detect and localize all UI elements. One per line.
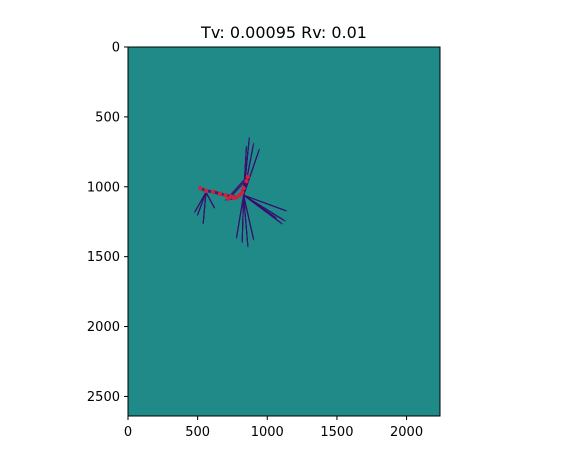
x-tick-label: 1000 — [251, 425, 284, 440]
x-tick-label: 0 — [124, 425, 132, 440]
marker-point — [203, 188, 209, 194]
marker-point — [245, 174, 250, 180]
x-tick-label: 500 — [185, 425, 210, 440]
trajectory-line — [235, 195, 245, 239]
trajectory-line — [202, 192, 207, 225]
trajectory-line — [205, 192, 216, 209]
trajectory-line — [196, 192, 207, 216]
marker-point — [231, 195, 237, 201]
marker-point — [226, 196, 231, 201]
trajectory-line — [193, 192, 207, 213]
y-axis: 0 500 1000 1500 2000 2500 — [87, 41, 128, 405]
trajectory-line — [243, 194, 288, 212]
y-tick-label: 500 — [95, 110, 120, 125]
trajectory-line — [243, 195, 249, 248]
marker-layer — [198, 174, 250, 201]
marker-point — [237, 192, 242, 198]
y-tick-label: 2000 — [87, 320, 120, 335]
trajectory-line — [241, 195, 245, 244]
marker-point — [240, 190, 245, 195]
chart-title: Tv: 0.00095 Rv: 0.01 — [200, 23, 367, 42]
marker-point — [210, 189, 216, 194]
x-tick-label: 1500 — [320, 425, 353, 440]
trajectory-line — [243, 148, 261, 196]
marker-point — [217, 191, 223, 196]
trajectory-line — [243, 194, 278, 219]
x-axis: 0 500 1000 1500 2000 — [124, 416, 423, 440]
y-tick-label: 2500 — [87, 390, 120, 405]
trajectory-line — [243, 195, 255, 241]
plot-frame — [127, 46, 441, 417]
y-tick-label: 0 — [112, 41, 120, 56]
x-tick-label: 2000 — [390, 425, 423, 440]
marker-point — [198, 185, 203, 191]
heatmap-image — [128, 47, 440, 416]
marker-point — [244, 178, 249, 184]
y-tick-label: 1000 — [87, 180, 120, 195]
marker-point — [241, 185, 246, 191]
marker-point — [223, 192, 228, 198]
y-tick-label: 1500 — [87, 250, 120, 265]
